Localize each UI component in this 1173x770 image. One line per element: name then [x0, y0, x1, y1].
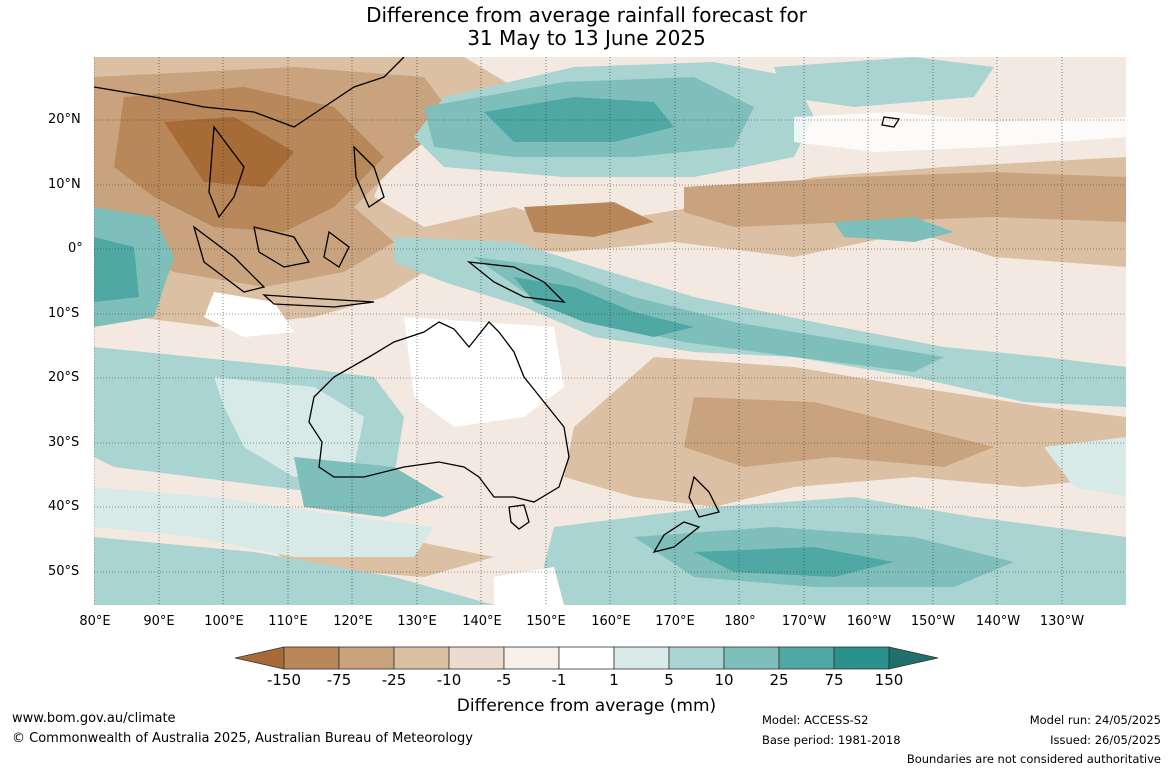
lat-label: 40°S: [48, 499, 80, 514]
colorbar-tick-label: 1: [609, 671, 619, 689]
coastlines: [94, 57, 901, 554]
colorbar-arrow-high: [888, 646, 939, 670]
nz-south-coastline: [652, 521, 701, 554]
colorbar-swatch: [503, 646, 560, 670]
lon-label: 150°E: [526, 614, 566, 629]
lon-label: 80°E: [79, 614, 111, 629]
colorbar-title: Difference from average (mm): [456, 696, 717, 716]
lon-label: 90°E: [143, 614, 175, 629]
near-average-regions: [204, 112, 1126, 605]
title-line-2: 31 May to 13 June 2025: [467, 26, 706, 50]
lon-label: 150°W: [910, 614, 956, 629]
colorbar-tick-label: -10: [436, 671, 462, 689]
map-svg: [94, 57, 1126, 605]
dry-anomaly-regions: [94, 57, 1126, 577]
colorbar-tick-label: -5: [496, 671, 512, 689]
lat-label: 50°S: [48, 564, 80, 579]
lon-label: 140°W: [975, 614, 1021, 629]
colorbar-tick-label: -25: [381, 671, 407, 689]
sumatra-coastline: [192, 225, 266, 293]
boundaries-disclaimer: Boundaries are not considered authoritat…: [906, 752, 1161, 766]
colorbar-swatch: [338, 646, 395, 670]
lon-label: 110°E: [268, 614, 308, 629]
asia-coastline: [94, 57, 405, 128]
colorbar-swatch: [668, 646, 725, 670]
colorbar-arrow-low: [234, 646, 285, 670]
wet-anomaly-regions: [94, 57, 1126, 605]
colorbar-tick-label: -150: [266, 671, 302, 689]
copyright-text: © Commonwealth of Australia 2025, Austra…: [12, 731, 473, 746]
graticule: [94, 57, 1126, 605]
colorbar-tick-label: 10: [714, 671, 734, 689]
tasmania-coastline: [508, 504, 530, 530]
colorbar-swatch: [833, 646, 890, 670]
map-title: Difference from average rainfall forecas…: [0, 4, 1173, 50]
model-run-date: Model run: 24/05/2025: [1029, 713, 1161, 727]
colorbar-tick-label: 75: [824, 671, 844, 689]
lat-label: 20°N: [48, 112, 81, 127]
lon-label: 160°E: [591, 614, 631, 629]
lon-label: 100°E: [204, 614, 244, 629]
colorbar-tick-label: 5: [664, 671, 674, 689]
colorbar-tick-label: 25: [769, 671, 789, 689]
sulawesi-coastline: [323, 230, 350, 268]
lat-label: 10°S: [48, 306, 80, 321]
base-period: Base period: 1981-2018: [762, 733, 901, 747]
issued-date: Issued: 26/05/2025: [1050, 733, 1161, 747]
indochina-coastline: [208, 125, 245, 219]
lon-label: 170°W: [781, 614, 827, 629]
title-line-1: Difference from average rainfall forecas…: [366, 3, 807, 27]
lat-label: 0°: [68, 241, 83, 256]
lon-label: 130°E: [397, 614, 437, 629]
lon-label: 130°W: [1039, 614, 1085, 629]
lon-label: 120°E: [333, 614, 373, 629]
colorbar-swatch: [448, 646, 505, 670]
colorbar-tick-label: -1: [551, 671, 567, 689]
colorbar-tick-label: 150: [874, 671, 904, 689]
new-guinea-coastline: [466, 261, 566, 303]
australia-coastline: [308, 321, 570, 503]
bom-url-link[interactable]: www.bom.gov.au/climate: [12, 711, 176, 726]
colorbar-swatch: [778, 646, 835, 670]
lat-label: 30°S: [48, 435, 80, 450]
java-coastline: [262, 294, 375, 308]
lat-label: 20°S: [48, 370, 80, 385]
model-name: Model: ACCESS-S2: [762, 713, 869, 727]
lon-label: 170°E: [655, 614, 695, 629]
lon-label: 180°: [724, 614, 756, 629]
lat-label: 10°N: [48, 177, 81, 192]
colorbar-swatch: [723, 646, 780, 670]
hawaii-coastline: [881, 116, 901, 128]
colorbar-swatch: [613, 646, 670, 670]
lon-label: 160°W: [846, 614, 892, 629]
lon-label: 140°E: [462, 614, 502, 629]
colorbar-tick-label: -75: [326, 671, 352, 689]
colorbar-swatch: [283, 646, 340, 670]
borneo-coastline: [253, 226, 311, 268]
philippines-coastline: [353, 145, 385, 208]
colorbar-swatch: [393, 646, 450, 670]
rainfall-anomaly-map: [94, 57, 1126, 605]
nz-north-coastline: [688, 475, 720, 518]
colorbar-swatch: [558, 646, 615, 670]
